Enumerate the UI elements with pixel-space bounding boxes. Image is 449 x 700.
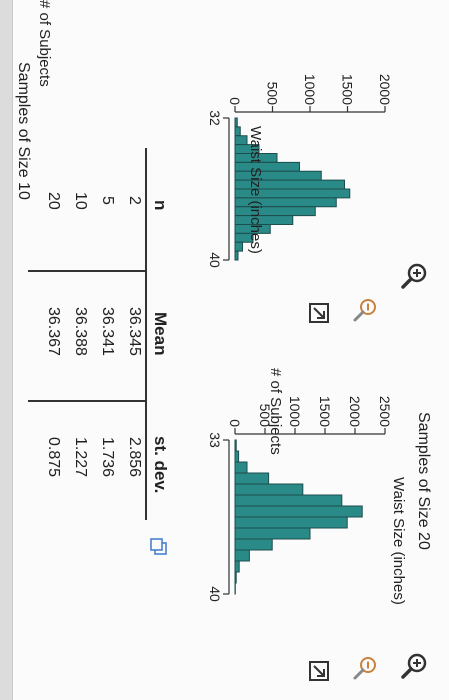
- table-cell: 36.341: [99, 307, 116, 356]
- chart2-y-tick-label: 2000: [347, 396, 363, 427]
- chart2-y-tick-label: 500: [257, 404, 273, 428]
- table-cell: 2.856: [126, 437, 143, 478]
- chart2-histogram: 0 500 1000 1500 2000 2500 33 40: [207, 396, 393, 602]
- zoom-out-icon[interactable]: [352, 297, 378, 323]
- chart2-bar: [234, 450, 240, 463]
- chart1-histogram: 0 500 1000 1500 2000 32 40: [207, 74, 393, 268]
- chart2-x-tick-label: 40: [207, 586, 223, 602]
- chart2-y-tick-label: 0: [227, 419, 243, 427]
- expand-icon[interactable]: [308, 302, 330, 324]
- table-cell: 36.367: [45, 307, 62, 356]
- table-header-rule: [145, 148, 147, 520]
- table-header-mean: Mean: [151, 312, 170, 356]
- table-header-n: n: [151, 200, 170, 211]
- zoom-in-icon[interactable]: [400, 262, 428, 290]
- chart1-bar: [234, 241, 243, 252]
- zoom-out-icon-2[interactable]: [352, 655, 378, 681]
- chart1-x-tick-label: 32: [207, 110, 223, 126]
- table-cell: 2: [126, 196, 143, 205]
- chart1-y-tick-label: 500: [265, 82, 281, 106]
- chart2-bar: [234, 483, 304, 496]
- table-cell: 5: [99, 196, 116, 205]
- table-cell: 0.875: [45, 437, 62, 478]
- chart2-bar: [234, 505, 363, 518]
- table-cell: 36.345: [126, 307, 143, 356]
- table-col-divider-2: [28, 400, 146, 402]
- chart1-bar: [234, 232, 254, 243]
- table-cell: 1.736: [99, 437, 116, 478]
- chart2-bar: [234, 516, 348, 529]
- rotated-panel: # of Subjects Samples of Size 10 0 500 100…: [13, 0, 449, 700]
- table-cell: 10: [72, 192, 89, 210]
- chart1-x-tick-label: 40: [207, 252, 223, 268]
- chart1-bar: [234, 250, 239, 261]
- chart2-x-tick-label: 33: [207, 432, 223, 448]
- chart1-y-tick-label: 1500: [340, 74, 356, 105]
- chart2-y-tick-label: 1500: [317, 396, 333, 427]
- chart2-xlabel: Waist Size (inches): [390, 477, 407, 605]
- chart2-bar: [234, 439, 237, 452]
- chart1-y-tick-label: 0: [227, 97, 243, 105]
- table-cell: 36.388: [72, 307, 89, 356]
- table-cell: 1.227: [72, 437, 89, 478]
- table-header-stdev: st. dev.: [151, 436, 170, 494]
- chart2-bar: [234, 571, 237, 584]
- table-col-divider-1: [28, 270, 146, 272]
- expand-icon-2[interactable]: [308, 660, 330, 682]
- zoom-in-icon-2[interactable]: [400, 652, 428, 680]
- chart2-bar: [234, 527, 311, 540]
- chart2-y-tick-label: 1000: [287, 396, 303, 427]
- chart2-bar: [234, 494, 343, 507]
- chart2-bar: [234, 472, 270, 485]
- chart2-bar: [234, 549, 250, 562]
- chart2-bar: [234, 538, 273, 551]
- chart1-y-tick-label: 1000: [302, 74, 318, 105]
- chart2-bar: [234, 461, 248, 474]
- page: # of Subjects Samples of Size 10 0 500 100…: [12, 0, 449, 700]
- chart2-y-tick-label: 2500: [377, 396, 393, 427]
- table-cell: 20: [45, 192, 62, 210]
- chart1-y-tick-label: 2000: [377, 74, 393, 105]
- copy-icon[interactable]: [149, 538, 167, 556]
- chart2-bar: [234, 560, 240, 573]
